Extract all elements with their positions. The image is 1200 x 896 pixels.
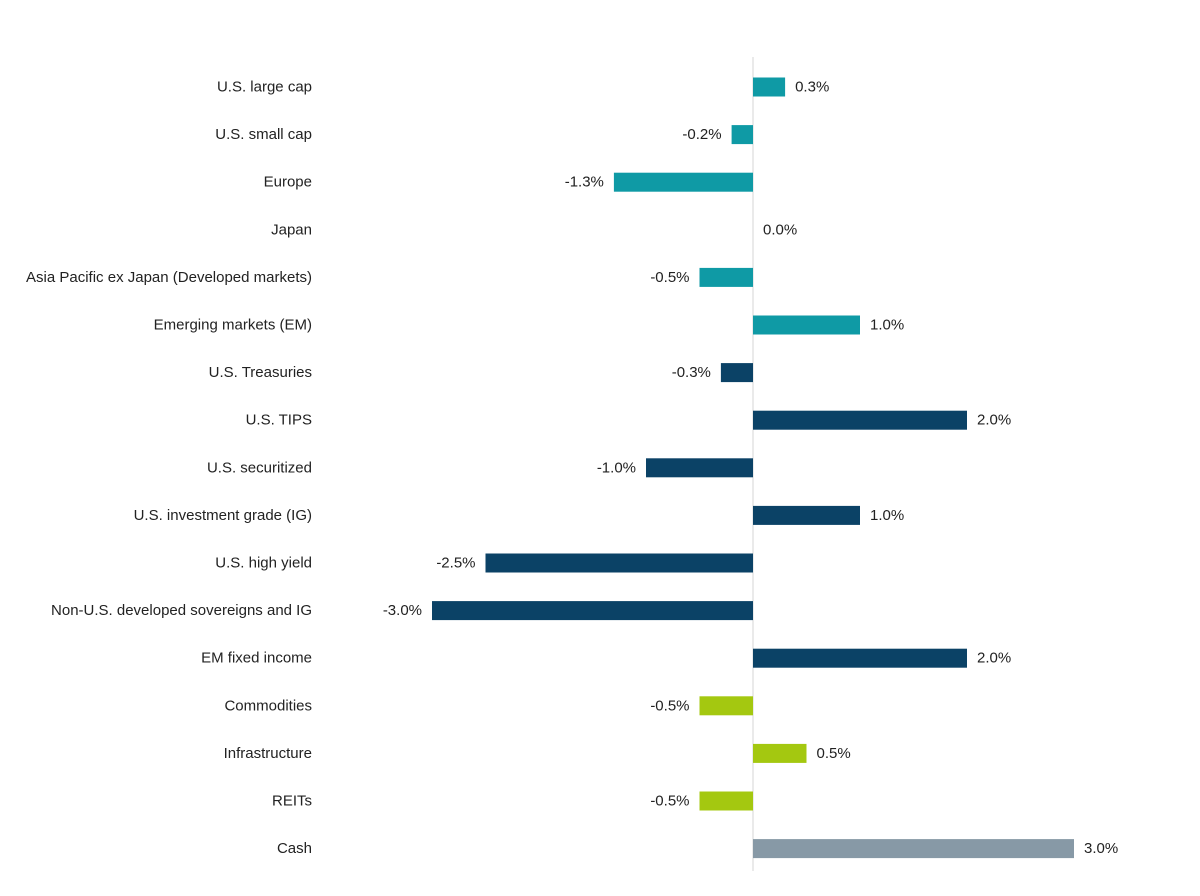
data-label: 1.0% [870, 507, 904, 524]
category-label: EM fixed income [201, 650, 312, 667]
bar [753, 410, 967, 430]
category-label: Commodities [224, 697, 312, 714]
bar [753, 505, 860, 525]
data-label: 0.3% [795, 79, 829, 96]
data-label: -0.5% [650, 793, 689, 810]
category-label: U.S. large cap [217, 79, 312, 96]
category-label: U.S. Treasuries [209, 364, 312, 381]
category-label: U.S. TIPS [246, 412, 312, 429]
bar [485, 553, 753, 573]
bar [753, 839, 1074, 859]
category-label: Infrastructure [224, 745, 312, 762]
bars [432, 77, 1074, 859]
bar [699, 696, 753, 716]
category-label: U.S. securitized [207, 459, 312, 476]
bar [753, 315, 860, 335]
bar [753, 648, 967, 668]
category-label: Emerging markets (EM) [154, 317, 312, 334]
category-label: U.S. small cap [215, 126, 312, 143]
category-label: Japan [271, 221, 312, 238]
data-label: -0.5% [650, 697, 689, 714]
data-label: -0.2% [682, 126, 721, 143]
bar [646, 458, 753, 478]
category-label: REITs [272, 793, 312, 810]
data-label: -1.0% [597, 459, 636, 476]
data-label: -0.5% [650, 269, 689, 286]
data-label: -3.0% [383, 602, 422, 619]
data-label: -1.3% [565, 174, 604, 191]
bar [432, 601, 753, 621]
data-label: 0.0% [763, 221, 797, 238]
data-label: 3.0% [1084, 840, 1118, 857]
bar [753, 743, 807, 763]
bar [613, 172, 753, 192]
bar [699, 791, 753, 811]
category-labels: U.S. large cap U.S. small cap Europe Japan A… [26, 79, 312, 858]
data-label: 2.0% [977, 650, 1011, 667]
data-label: -2.5% [436, 555, 475, 572]
bar [720, 363, 753, 383]
value-labels: 0.3% -0.2% -1.3% 0.0% -0.5% 1.0% -0.3% 2.0% -1.0… [383, 79, 1118, 858]
category-label: Asia Pacific ex Japan (Developed markets… [26, 269, 312, 286]
bar [699, 267, 753, 287]
data-label: 1.0% [870, 317, 904, 334]
bar [753, 77, 786, 97]
data-label: -0.3% [672, 364, 711, 381]
category-label: U.S. investment grade (IG) [134, 507, 312, 524]
category-label: Cash [277, 840, 312, 857]
data-label: 0.5% [817, 745, 851, 762]
bar [731, 125, 753, 145]
category-label: Non-U.S. developed sovereigns and IG [51, 602, 312, 619]
category-label: Europe [264, 174, 312, 191]
data-label: 2.0% [977, 412, 1011, 429]
category-label: U.S. high yield [215, 555, 312, 572]
